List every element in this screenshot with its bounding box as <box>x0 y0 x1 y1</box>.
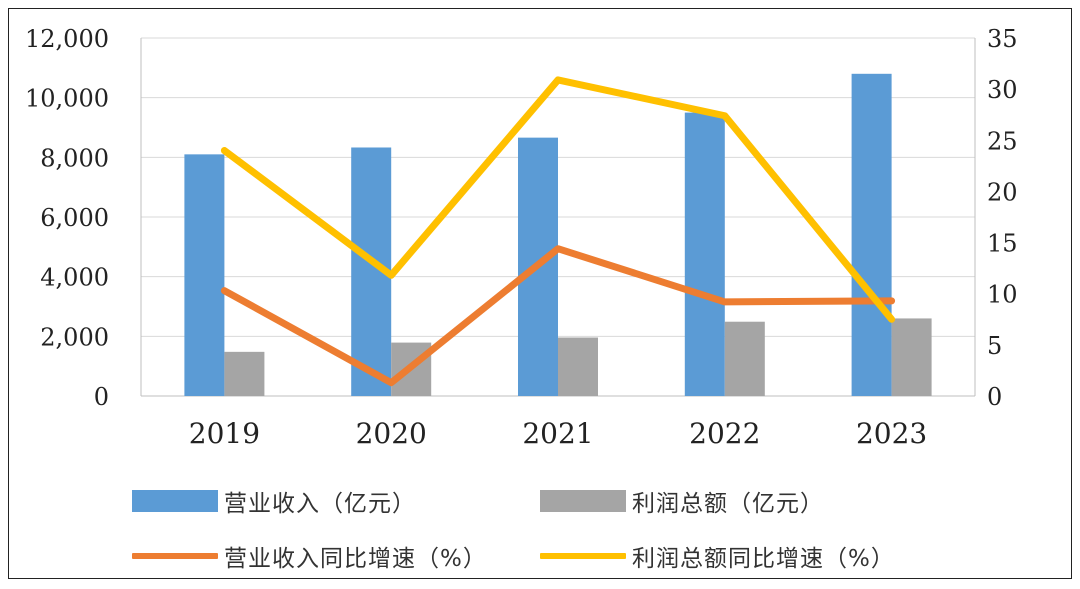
series-line <box>220 76 896 323</box>
bar <box>724 321 765 396</box>
y-right-tick-label: 20 <box>987 178 1018 206</box>
y-right-tick-label: 0 <box>987 383 1002 411</box>
series-line <box>220 245 896 387</box>
x-tick-label: 2022 <box>689 417 760 450</box>
x-tick-label: 2019 <box>189 417 260 450</box>
x-tick-label: 2023 <box>856 417 927 450</box>
y-left-tick-label: 8,000 <box>40 144 109 172</box>
x-tick-label: 2021 <box>522 417 593 450</box>
y-left-tick-label: 6,000 <box>40 204 109 232</box>
y-left-tick-label: 4,000 <box>40 264 109 292</box>
y-right-tick-label: 5 <box>987 332 1002 360</box>
y-right-tick-label: 35 <box>987 25 1018 53</box>
bar <box>684 112 725 396</box>
bar <box>558 337 598 396</box>
y-right-tick-label: 25 <box>987 127 1018 155</box>
y-left-tick-label: 2,000 <box>40 323 109 351</box>
x-tick-label: 2020 <box>356 417 427 450</box>
bar <box>891 318 932 396</box>
bar <box>224 351 265 396</box>
y-right-tick-label: 15 <box>987 230 1018 258</box>
y-left-tick-label: 0 <box>94 383 109 411</box>
y-right-tick-label: 10 <box>987 281 1018 309</box>
y-left-tick-label: 10,000 <box>25 85 109 113</box>
y-left-tick-label: 12,000 <box>25 25 109 53</box>
bar <box>851 73 892 397</box>
bar <box>184 154 225 396</box>
y-right-tick-label: 30 <box>987 76 1018 104</box>
